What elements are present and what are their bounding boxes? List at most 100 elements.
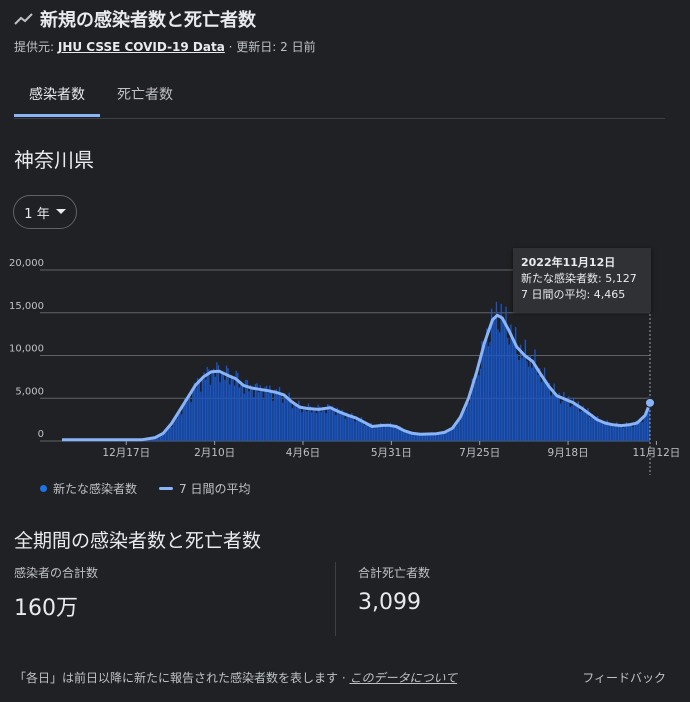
- y-tick-label: 0: [38, 429, 44, 440]
- tooltip-date: 2022年11月12日: [521, 256, 616, 269]
- chart-bar: [590, 417, 592, 441]
- time-range-label: 1 年: [24, 206, 50, 222]
- chart-bar: [368, 425, 371, 441]
- chart-bar: [164, 430, 167, 441]
- legend-daily: 新たな感染者数: [53, 482, 138, 496]
- chart-bar: [585, 410, 588, 441]
- chart-bar: [580, 411, 583, 441]
- tab-cases[interactable]: 感染者数: [29, 87, 85, 103]
- chart-bar: [479, 368, 482, 441]
- chart-bar: [468, 402, 470, 441]
- chart-bar: [179, 410, 181, 441]
- chart-bar: [540, 382, 543, 441]
- chart-bar: [598, 422, 600, 441]
- chart-bar: [216, 362, 218, 441]
- y-tick-label: 20,000: [9, 258, 44, 269]
- chart-bar: [407, 433, 409, 441]
- chart-bar: [259, 385, 261, 441]
- chart-bar: [452, 425, 454, 441]
- active-tab-indicator: [14, 114, 100, 117]
- chart-bar: [195, 388, 197, 441]
- region-title: 神奈川県: [14, 148, 94, 172]
- chart-bar: [421, 434, 424, 441]
- chart-bar: [494, 319, 496, 441]
- chart-bar: [381, 424, 384, 441]
- chart-bar: [311, 412, 313, 441]
- chart-avg-line: [62, 313, 652, 442]
- legend-line-icon: [159, 487, 174, 490]
- chart-bar: [601, 420, 604, 441]
- about-data-link[interactable]: このデータについて: [349, 671, 458, 685]
- footer-text: 「各日」は前日以降に新たに報告された感染者数を表します ·: [14, 671, 346, 685]
- chart-bar: [253, 397, 255, 441]
- chart-bar: [314, 410, 316, 441]
- chart-bar: [588, 416, 591, 441]
- chart-bar: [269, 385, 271, 441]
- chart-bar: [577, 401, 580, 441]
- chart-bar: [513, 339, 515, 441]
- deaths-total-label: 合計死亡者数: [358, 566, 431, 580]
- chart-bar: [285, 394, 287, 441]
- chart-bar: [266, 385, 268, 441]
- chart-bar: [323, 410, 326, 441]
- chart-bar: [437, 432, 440, 441]
- chart-bar: [306, 411, 308, 441]
- chart-bar: [637, 423, 639, 441]
- totals-title: 全期間の感染者数と死亡者数: [14, 530, 262, 552]
- chart-bar: [274, 389, 276, 441]
- chart-bar: [392, 427, 395, 441]
- chart-bar: [584, 411, 586, 441]
- time-range-button[interactable]: 1 年: [13, 195, 77, 229]
- chart-bar: [155, 437, 157, 441]
- chart-bar: [542, 378, 544, 441]
- chart-bar: [238, 387, 241, 441]
- tab-bar: 感染者数 死亡者数: [14, 66, 665, 119]
- chart-bar: [229, 384, 231, 441]
- chart-bar: [246, 380, 249, 441]
- chart-bar: [524, 339, 526, 441]
- chart-bar: [203, 372, 205, 441]
- chart-bar: [547, 386, 549, 441]
- chart-bar: [384, 424, 387, 441]
- chart-bar: [569, 406, 571, 441]
- chart-bar: [596, 416, 599, 441]
- chart-bar: [347, 414, 350, 441]
- chart-bar: [617, 426, 620, 441]
- chart-bar: [208, 369, 210, 441]
- chart-bar: [272, 400, 274, 441]
- chart-bar: [352, 417, 355, 441]
- cases-chart[interactable]: 0 5,000 10,000 15,000 20,000 12月17日 2月10日 4月6日…: [0, 250, 690, 480]
- chart-bar: [460, 418, 462, 441]
- chart-bar: [166, 430, 168, 441]
- chart-bar: [621, 424, 623, 441]
- feedback-link[interactable]: フィードバック: [582, 671, 666, 685]
- chart-bar: [372, 426, 374, 441]
- chart-bar: [151, 438, 154, 441]
- chart-bar: [507, 337, 509, 441]
- chart-bar: [466, 399, 469, 441]
- chart-bar: [388, 426, 390, 441]
- x-tick-label: 2月10日: [194, 447, 235, 459]
- page-title: 新規の感染者数と死亡者数: [40, 10, 256, 31]
- chart-bar: [619, 426, 621, 441]
- chart-bar: [254, 383, 257, 441]
- chart-bar: [595, 417, 597, 441]
- chart-bar: [277, 395, 279, 441]
- chart-bar: [378, 426, 380, 441]
- chart-bar: [317, 404, 319, 441]
- chart-bar: [609, 425, 612, 441]
- chart-bar: [241, 385, 244, 441]
- tab-deaths[interactable]: 死亡者数: [117, 87, 173, 103]
- chart-bar: [227, 368, 229, 441]
- chart-bar: [376, 426, 379, 441]
- chart-bar: [320, 411, 322, 441]
- chart-bar: [429, 433, 432, 441]
- source-link[interactable]: JHU CSSE COVID-19 Data: [57, 40, 225, 54]
- avg-line: [62, 313, 652, 442]
- chart-bar: [415, 434, 417, 441]
- chart-bar: [434, 434, 437, 441]
- x-tick-label: 4月6日: [286, 447, 320, 459]
- chart-bar: [288, 392, 290, 441]
- chart-bar: [201, 378, 204, 441]
- chart-bar: [322, 407, 324, 441]
